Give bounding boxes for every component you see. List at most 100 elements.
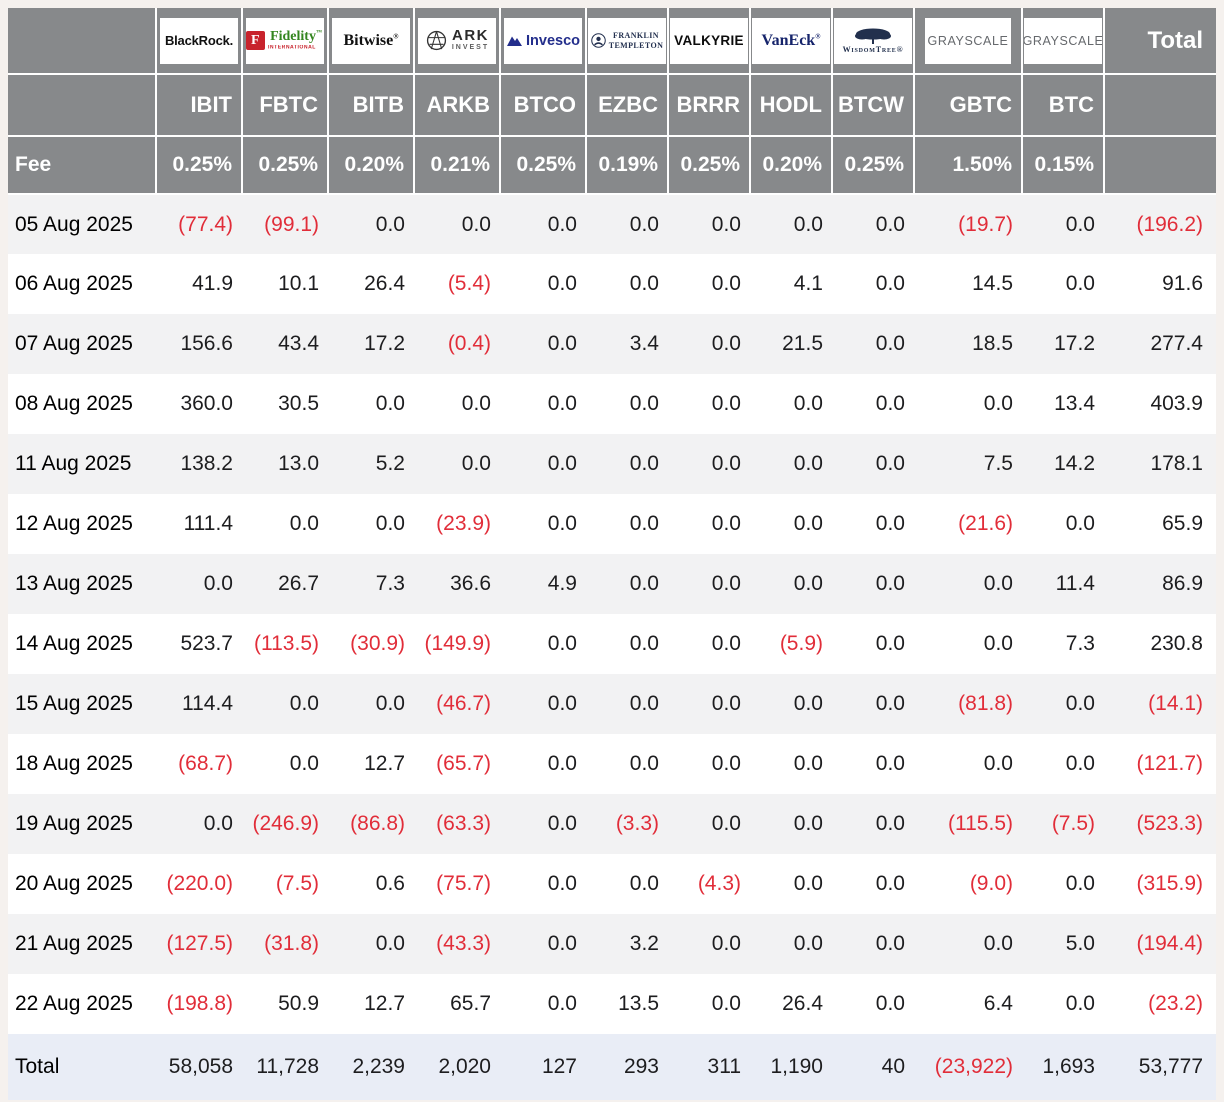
GBTC-value: (115.5) bbox=[948, 812, 1013, 835]
HODL-value: 26.4 bbox=[782, 992, 823, 1015]
wisdomtree-logo: WisdomTree® bbox=[843, 27, 904, 54]
BTCO-value: 0.0 bbox=[547, 752, 577, 775]
fee-BITB: 0.20% bbox=[328, 136, 415, 195]
BRRR-value: 0.0 bbox=[711, 512, 741, 535]
BITB-value: 5.2 bbox=[375, 452, 405, 475]
HODL-value: (5.9) bbox=[779, 632, 823, 655]
IBIT-value: 138.2 bbox=[180, 452, 233, 475]
BRRR-value: 0.0 bbox=[711, 392, 741, 415]
GBTC-value: 18.5 bbox=[972, 332, 1013, 355]
row-total: 178.1 bbox=[1150, 452, 1203, 475]
ticker-row: IBIT FBTC BITB ARKB BTCO EZBC BRRR HODL BTCW GBTC… bbox=[8, 74, 1216, 137]
IBIT-value: (127.5) bbox=[166, 932, 233, 955]
GBTC-value: (19.7) bbox=[958, 212, 1013, 236]
fee-EZBC: 0.19% bbox=[586, 136, 669, 195]
row-05-Aug-2025: 05 Aug 2025 (77.4) (99.1) 0.0 0.0 0.0 0.0 0.0 0.… bbox=[8, 194, 1216, 254]
row-total: (315.9) bbox=[1136, 872, 1203, 895]
BRRR-value: 0.0 bbox=[711, 452, 741, 475]
HODL-value: 0.0 bbox=[793, 452, 823, 475]
fee-HODL: 0.20% bbox=[750, 136, 833, 195]
FBTC-value: 30.5 bbox=[278, 392, 319, 415]
fee-BRRR: 0.25% bbox=[668, 136, 751, 195]
IBIT-value: 523.7 bbox=[180, 632, 233, 655]
BTCO-value: 0.0 bbox=[547, 812, 577, 835]
date-cell: 20 Aug 2025 bbox=[15, 872, 133, 895]
BTCO-value: 0.0 bbox=[547, 632, 577, 655]
ticker-BTCW: BTCW bbox=[832, 74, 915, 137]
BTC-value: 11.4 bbox=[1055, 572, 1095, 595]
fee-IBIT: 0.25% bbox=[156, 136, 243, 195]
BITB-value: 0.0 bbox=[375, 932, 405, 955]
BITB-value: 0.0 bbox=[375, 692, 405, 715]
BTCO-value: 0.0 bbox=[547, 392, 577, 415]
EZBC-value: (3.3) bbox=[615, 812, 659, 835]
date-cell: 07 Aug 2025 bbox=[15, 332, 133, 355]
total-header-label: Total bbox=[1147, 26, 1203, 54]
ARKB-value: (63.3) bbox=[436, 812, 491, 835]
row-20-Aug-2025: 20 Aug 2025 (220.0) (7.5) 0.6 (75.7) 0.0 0.0 (4… bbox=[8, 854, 1216, 914]
GBTC-value: (9.0) bbox=[969, 872, 1013, 895]
HODL-value: 0.0 bbox=[793, 872, 823, 895]
BRRR-value: 0.0 bbox=[711, 332, 741, 355]
BTCO-value: 0.0 bbox=[547, 872, 577, 895]
BTCO-value: 0.0 bbox=[547, 452, 577, 475]
row-total: (23.2) bbox=[1148, 992, 1203, 1015]
fee-GBTC: 1.50% bbox=[914, 136, 1023, 195]
date-cell: 19 Aug 2025 bbox=[15, 812, 133, 835]
BTC-value: 0.0 bbox=[1065, 512, 1095, 535]
BITB-value: (30.9) bbox=[350, 632, 405, 655]
ARKB-value: (65.7) bbox=[436, 752, 491, 775]
FBTC-value: (31.8) bbox=[264, 932, 319, 955]
BTCW-value: 0.0 bbox=[875, 812, 905, 835]
total-row: Total 58,058 11,728 2,239 2,020 127 293 311 1,19… bbox=[8, 1034, 1216, 1100]
GBTC-value: 0.0 bbox=[983, 932, 1013, 955]
bitwise-logo-cell: Bitwise® bbox=[328, 8, 415, 75]
valkyrie-logo-cell: VALKYRIE bbox=[668, 8, 751, 75]
ARKB-value: 0.0 bbox=[461, 452, 491, 475]
GBTC-value: 14.5 bbox=[972, 272, 1013, 295]
BTCO-value: 0.0 bbox=[547, 212, 577, 236]
fidelity-logo: F Fidelity™ INTERNATIONAL bbox=[246, 30, 324, 51]
row-total: 403.9 bbox=[1150, 392, 1203, 415]
ARKB-value: 0.0 bbox=[461, 212, 491, 236]
ARKB-value: (43.3) bbox=[436, 932, 491, 955]
BTC-value: 0.0 bbox=[1065, 272, 1095, 295]
ark-logo-cell: ARK INVEST bbox=[414, 8, 501, 75]
GBTC-value: 0.0 bbox=[983, 752, 1013, 775]
grayscale-logo: GRAYSCALE bbox=[927, 33, 1009, 48]
date-cell: 11 Aug 2025 bbox=[15, 452, 132, 475]
BTC-value: 7.3 bbox=[1065, 632, 1095, 655]
BTC-value: 17.2 bbox=[1054, 332, 1095, 355]
franklin-head-icon bbox=[590, 33, 606, 48]
HODL-value: 4.1 bbox=[793, 272, 823, 295]
grayscale-logo: GRAYSCALE bbox=[1024, 33, 1102, 48]
etf-flows-table: BlackRock. F Fidelity™ INTERNATIONAL Bitwise… bbox=[8, 8, 1216, 1100]
row-22-Aug-2025: 22 Aug 2025 (198.8) 50.9 12.7 65.7 0.0 13.5 0.0… bbox=[8, 974, 1216, 1034]
invesco-logo: Invesco bbox=[506, 33, 580, 49]
ARKB-value: (5.4) bbox=[447, 272, 491, 295]
EZBC-value: 0.0 bbox=[629, 212, 659, 236]
ark-logo-box: ARK INVEST bbox=[418, 17, 496, 64]
total-column-header: Total bbox=[1104, 8, 1216, 75]
fidelity-logo-box: F Fidelity™ INTERNATIONAL bbox=[246, 17, 324, 64]
IBIT-value: 111.4 bbox=[183, 512, 233, 535]
invesco-logo-box: Invesco bbox=[504, 17, 582, 64]
row-19-Aug-2025: 19 Aug 2025 0.0 (246.9) (86.8) (63.3) 0.0 (3.3… bbox=[8, 794, 1216, 854]
BTC-total: 1,693 bbox=[1022, 1034, 1104, 1100]
IBIT-value: (68.7) bbox=[178, 752, 233, 775]
BTCW-value: 0.0 bbox=[875, 752, 905, 775]
vaneck-logo-cell: VanEck® bbox=[750, 8, 833, 75]
row-total: 86.9 bbox=[1162, 572, 1203, 595]
row-11-Aug-2025: 11 Aug 2025 138.2 13.0 5.2 0.0 0.0 0.0 0.0 0.0 0.… bbox=[8, 434, 1216, 494]
BRRR-value: 0.0 bbox=[711, 632, 741, 655]
vaneck-logo-box: VanEck® bbox=[752, 17, 830, 64]
FBTC-total: 11,728 bbox=[242, 1034, 328, 1100]
date-cell: 13 Aug 2025 bbox=[15, 572, 133, 595]
BTCW-value: 0.0 bbox=[875, 332, 905, 355]
row-07-Aug-2025: 07 Aug 2025 156.6 43.4 17.2 (0.4) 0.0 3.4 0.0 21… bbox=[8, 314, 1216, 374]
fee-row-label: Fee bbox=[8, 136, 157, 195]
total-ticker-cell bbox=[1104, 74, 1216, 137]
GBTC-value: 0.0 bbox=[983, 392, 1013, 415]
GBTC-total: (23,922) bbox=[914, 1034, 1022, 1100]
date-cell: 08 Aug 2025 bbox=[15, 392, 133, 415]
